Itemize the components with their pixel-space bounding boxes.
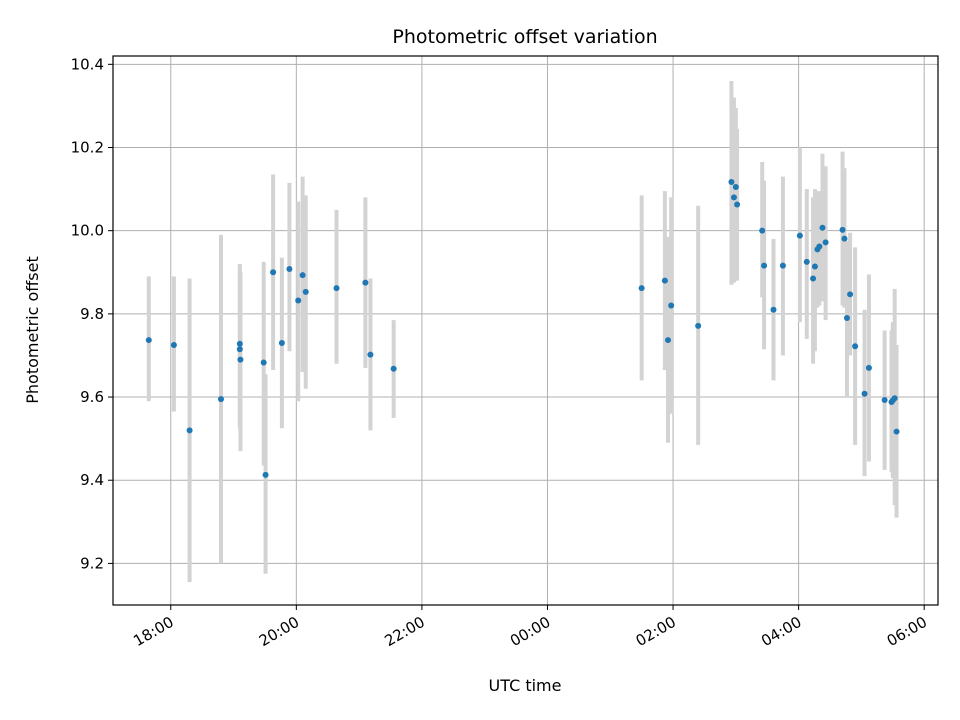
data-point	[819, 224, 826, 231]
x-axis-label: UTC time	[489, 676, 562, 695]
y-axis-label: Photometric offset	[23, 256, 42, 404]
data-point	[847, 291, 854, 298]
data-point	[665, 337, 672, 344]
data-point	[695, 322, 702, 329]
data-point	[822, 239, 829, 246]
data-point	[362, 279, 369, 286]
data-point	[861, 390, 868, 397]
data-point	[145, 337, 152, 344]
data-point	[732, 184, 739, 191]
y-tick-label: 10.2	[71, 139, 104, 157]
data-point	[661, 277, 668, 284]
data-point	[295, 297, 302, 304]
data-point	[796, 232, 803, 239]
y-tick-label: 10.0	[71, 222, 104, 240]
data-point	[302, 288, 309, 295]
data-point	[759, 227, 766, 234]
data-point	[779, 262, 786, 269]
data-point	[237, 356, 244, 363]
data-point	[730, 194, 737, 201]
data-point	[893, 428, 900, 435]
y-axis: 9.2 9.4 9.6 9.8 10.0 10.2 10.4	[71, 55, 113, 572]
data-point	[186, 427, 193, 434]
data-point	[170, 342, 177, 349]
y-tick-label: 10.4	[71, 55, 104, 73]
data-point	[286, 265, 293, 272]
data-point	[236, 340, 243, 347]
data-point	[333, 285, 340, 292]
data-point	[891, 395, 898, 402]
y-tick-label: 9.6	[80, 388, 104, 406]
y-tick-label: 9.2	[80, 554, 104, 572]
data-point	[839, 226, 846, 233]
data-point	[278, 339, 285, 346]
plot-frame	[112, 55, 939, 606]
y-tick-label: 9.8	[80, 305, 104, 323]
y-tick-label: 9.4	[80, 471, 104, 489]
data-point	[811, 263, 818, 270]
data-point	[262, 471, 269, 478]
data-point	[217, 396, 224, 403]
data-point	[841, 235, 848, 242]
data-point	[367, 351, 374, 358]
data-point	[260, 359, 267, 366]
data-point	[299, 272, 306, 279]
data-point	[638, 285, 645, 292]
data-point	[852, 343, 859, 350]
data-point	[236, 346, 243, 353]
data-point	[816, 243, 823, 250]
data-point	[270, 269, 277, 276]
data-point	[810, 275, 817, 282]
data-point	[770, 306, 777, 313]
data-point	[734, 201, 741, 208]
data-points	[145, 179, 900, 478]
data-point	[390, 365, 397, 372]
data-point	[843, 315, 850, 322]
data-point	[761, 262, 768, 269]
chart-title: Photometric offset variation	[392, 26, 657, 48]
data-point	[668, 302, 675, 309]
data-point	[728, 179, 735, 186]
data-point	[881, 396, 888, 403]
data-point	[803, 258, 810, 265]
data-point	[865, 364, 872, 371]
